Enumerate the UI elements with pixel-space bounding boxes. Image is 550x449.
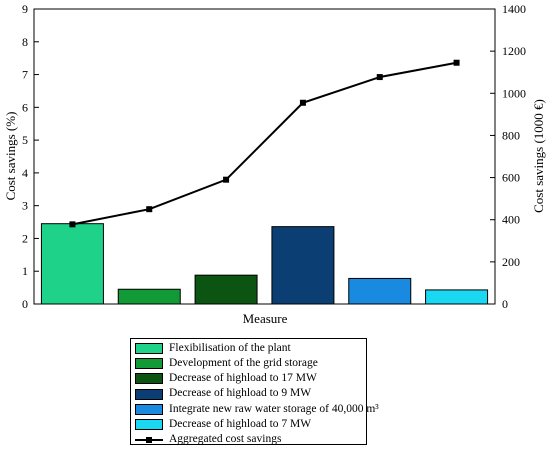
legend-line-swatch (135, 434, 163, 445)
line-point-4 (299, 99, 306, 106)
left-tick-label: 7 (22, 68, 28, 82)
legend-swatch (135, 403, 163, 415)
left-tick-label: 3 (22, 199, 28, 213)
line-point-6 (453, 59, 460, 66)
legend: Flexibilisation of the plant Development … (130, 338, 379, 447)
legend-label: Aggregated cost savings (169, 432, 282, 445)
left-tick-label: 1 (22, 264, 28, 278)
bar-6 (425, 289, 489, 305)
legend-label: Decrease of highload to 17 MW (169, 372, 317, 385)
legend-item-3: Decrease of highload to 17 MW (135, 371, 362, 386)
legend-item-line: Aggregated cost savings (135, 432, 362, 447)
legend-item-2: Development of the grid storage (135, 356, 362, 371)
legend-item-6: Decrease of highload to 7 MW (135, 417, 362, 432)
legend-item-1: Flexibilisation of the plant (135, 341, 362, 356)
left-tick-label: 5 (22, 133, 28, 147)
line-point-3 (223, 176, 230, 183)
x-axis-label: Measure (243, 311, 288, 326)
right-tick-label: 1000 (502, 86, 526, 100)
legend-label: Flexibilisation of the plant (169, 341, 291, 354)
line-point-5 (376, 74, 383, 81)
right-tick-label: 1400 (502, 2, 526, 16)
right-tick-label: 0 (502, 297, 508, 311)
legend-label: Decrease of highload to 7 MW (169, 417, 312, 430)
line-layer (69, 59, 460, 228)
left-tick-label: 2 (22, 231, 28, 245)
right-tick-label: 600 (502, 171, 520, 185)
right-axis-ticks: 0 200 400 600 800 1000 1200 1400 (490, 2, 526, 311)
plot-frame (33, 8, 496, 305)
line-point-1 (69, 221, 76, 228)
legend-swatch (135, 388, 163, 400)
left-tick-label: 0 (22, 297, 28, 311)
bar-2 (117, 288, 181, 305)
right-tick-label: 1200 (502, 44, 526, 58)
bars-layer (40, 223, 489, 305)
legend-item-4: Decrease of highload to 9 MW (135, 387, 362, 402)
legend-label: Development of the grid storage (169, 357, 318, 370)
aggregated-savings-line (72, 61, 457, 226)
left-axis-ticks: 0 1 2 3 4 5 6 7 8 9 (22, 2, 39, 311)
legend-swatch (135, 373, 163, 385)
left-y-axis-label: Cost savings (%) (3, 112, 18, 201)
right-tick-label: 800 (502, 128, 520, 142)
legend-swatch (135, 358, 163, 370)
legend-label: Integrate new raw water storage of 40,00… (169, 402, 379, 415)
bar-3 (194, 274, 258, 305)
legend-item-5: Integrate new raw water storage of 40,00… (135, 402, 379, 417)
left-tick-label: 8 (22, 35, 28, 49)
legend-label: Decrease of highload to 9 MW (169, 387, 312, 400)
line-point-2 (146, 206, 153, 213)
right-tick-label: 400 (502, 213, 520, 227)
right-y-axis-label: Cost savings (1000 €) (531, 99, 546, 213)
left-tick-label: 4 (22, 166, 28, 180)
right-tick-label: 200 (502, 255, 520, 269)
bar-1 (40, 223, 104, 305)
legend-swatch (135, 343, 163, 355)
bar-4 (271, 226, 335, 305)
left-tick-label: 9 (22, 2, 28, 16)
bar-5 (348, 277, 412, 305)
legend-swatch (135, 419, 163, 431)
left-tick-label: 6 (22, 100, 28, 114)
